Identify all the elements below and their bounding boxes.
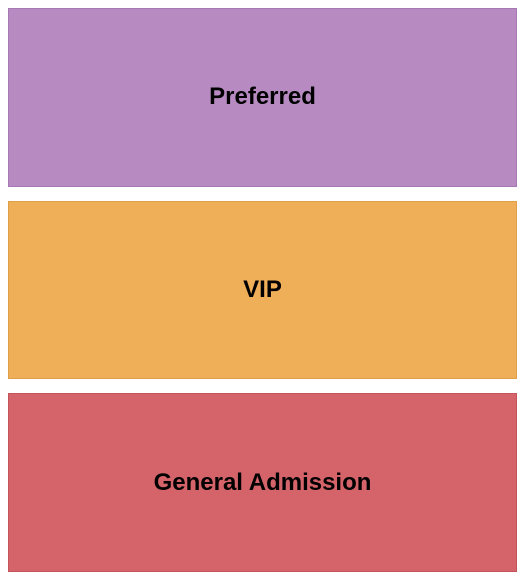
seating-chart: Preferred VIP General Admission (0, 0, 525, 580)
section-preferred[interactable]: Preferred (8, 8, 517, 187)
section-general-admission[interactable]: General Admission (8, 393, 517, 572)
section-label: General Admission (154, 469, 372, 497)
section-vip[interactable]: VIP (8, 201, 517, 380)
section-label: VIP (243, 276, 282, 304)
section-label: Preferred (209, 83, 316, 111)
